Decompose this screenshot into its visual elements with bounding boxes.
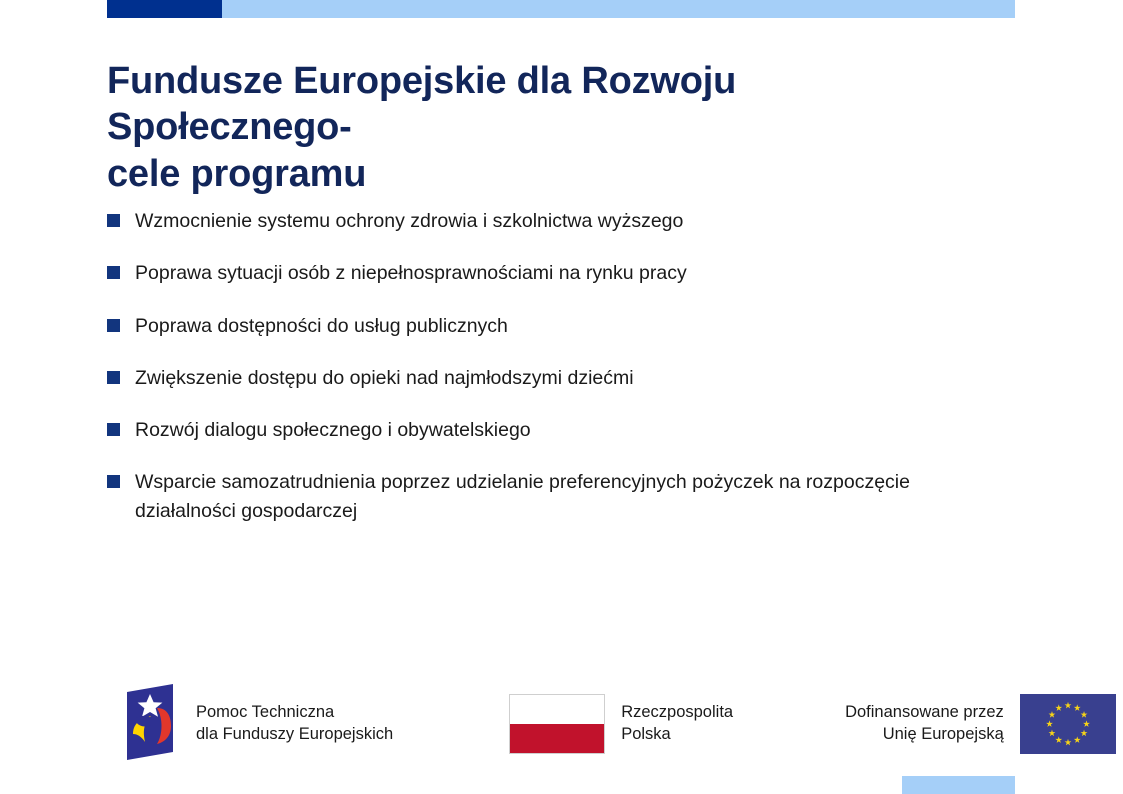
bullet-square-icon (107, 266, 120, 280)
bullet-list: Wzmocnienie systemu ochrony zdrowia i sz… (107, 207, 987, 525)
list-item: Wzmocnienie systemu ochrony zdrowia i sz… (107, 207, 987, 235)
bullet-square-icon (107, 214, 120, 227)
funds-logo-caption-line-2: dla Funduszy Europejskich (196, 725, 394, 743)
page-title-line-2: cele programu (107, 152, 367, 195)
list-item-label: Wsparcie samozatrudnienia poprzez udziel… (135, 471, 910, 522)
list-item: Wsparcie samozatrudnienia poprzez udziel… (107, 468, 987, 525)
eu-logo-block: Dofinansowane przez Unię Europejską (845, 694, 1116, 754)
poland-flag-icon (509, 694, 606, 754)
eu-logo-caption-line-1: Dofinansowane przez (845, 703, 1004, 722)
list-item-label: Wzmocnienie systemu ochrony zdrowia i sz… (135, 210, 684, 232)
page-title: Fundusze Europejskie dla Rozwoju Społecz… (107, 58, 987, 197)
footer-logo-strip: Pomoc Techniczna dla Funduszy Europejski… (107, 672, 1116, 776)
eu-logo-caption-line-2: Unię Europejską (882, 725, 1004, 743)
page-title-line-1: Fundusze Europejskie dla Rozwoju Społecz… (107, 60, 737, 149)
bullet-square-icon (107, 423, 120, 437)
eu-funds-logo-icon (121, 683, 179, 765)
list-item-label: Zwiększenie dostępu do opieki nad najmło… (135, 366, 634, 389)
eu-logo-caption: Dofinansowane przez Unię Europejską (845, 702, 1004, 746)
list-item: Poprawa sytuacji osób z niepełnosprawnoś… (107, 259, 987, 287)
funds-logo-caption: Pomoc Techniczna dla Funduszy Europejski… (196, 702, 393, 746)
poland-logo-caption-line-2: Polska (621, 725, 671, 743)
poland-flag-red-band (510, 724, 605, 753)
funds-logo-caption-line-1: Pomoc Techniczna (196, 703, 335, 722)
top-bar-light-segment (222, 0, 1015, 18)
list-item: Poprawa dostępności do usług publicznych (107, 312, 987, 340)
list-item: Rozwój dialogu społecznego i obywatelski… (107, 416, 987, 444)
top-decorative-bar (107, 0, 1015, 18)
poland-logo-caption: Rzeczpospolita Polska (621, 702, 733, 746)
funds-logo-block: Pomoc Techniczna dla Funduszy Europejski… (121, 683, 393, 765)
list-item-label: Poprawa sytuacji osób z niepełnosprawnoś… (135, 262, 687, 285)
list-item-label: Rozwój dialogu społecznego i obywatelski… (135, 419, 531, 442)
list-item: Zwiększenie dostępu do opieki nad najmło… (107, 364, 987, 392)
list-item-label: Poprawa dostępności do usług publicznych (135, 314, 508, 337)
poland-logo-block: Rzeczpospolita Polska (509, 694, 733, 754)
poland-logo-caption-line-1: Rzeczpospolita (621, 703, 734, 722)
bottom-decorative-bar (902, 776, 1015, 794)
bullet-square-icon (107, 370, 120, 384)
bullet-square-icon (107, 475, 120, 489)
eu-flag-icon (1019, 694, 1116, 754)
top-bar-dark-segment (107, 0, 222, 18)
bullet-square-icon (107, 318, 120, 332)
